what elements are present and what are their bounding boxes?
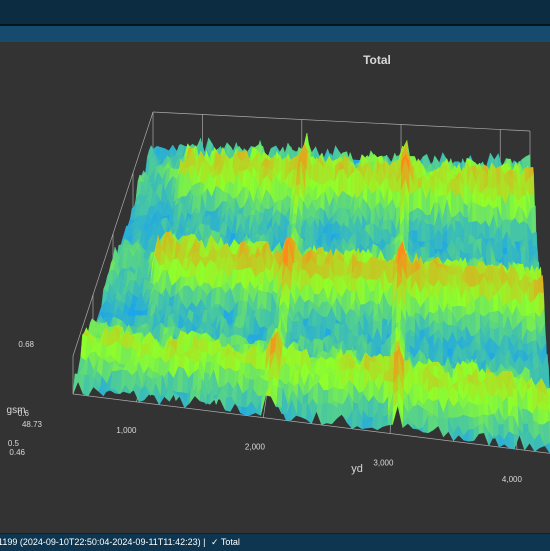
surface-cell: [413, 230, 417, 241]
surface-cell: [317, 404, 323, 425]
surface-cell: [322, 403, 328, 425]
surface-cell: [351, 170, 356, 199]
x-tick-label: 4,000: [502, 475, 523, 484]
surface-cell: [523, 409, 528, 424]
surface-cell: [469, 417, 474, 430]
z-tick-label: 0.46: [9, 448, 25, 457]
surface-cell: [493, 293, 498, 312]
surface-cell: [346, 194, 351, 210]
surface-cell: [538, 409, 544, 425]
z-tick-labels: 0.460.5 0.6 0.68: [8, 340, 35, 457]
surface-cell: [327, 403, 333, 424]
surface-cell: [531, 206, 536, 234]
z-tick-label: 0.5: [8, 439, 20, 448]
surface-cell: [472, 202, 476, 222]
surface-cell: [494, 434, 499, 447]
surface-cell: [443, 419, 448, 437]
surface-cell: [314, 273, 319, 295]
surface-cell: [426, 224, 430, 242]
z-tick-label: 0.68: [18, 340, 34, 349]
surface-cell: [389, 368, 394, 383]
toolbar-strip: [0, 26, 550, 42]
surface-cell: [426, 242, 430, 249]
surface-cell: [333, 387, 339, 403]
surface-cell: [370, 257, 375, 280]
surface-cell: [389, 260, 394, 284]
surface-cell: [470, 265, 475, 287]
x-tick-label: 2,000: [245, 442, 266, 451]
surface-cell: [471, 311, 476, 337]
surface-cell: [443, 186, 447, 196]
status-layer-label: Total: [221, 537, 240, 547]
status-bar: 1199 (2024-09-10T22:50:04-2024-09-11T11:…: [0, 533, 550, 551]
surface-cell: [456, 221, 460, 238]
x-tick-label: 1,000: [116, 426, 137, 435]
surface-mesh: [73, 133, 550, 453]
surface-cell: [360, 276, 365, 305]
surface-cell: [338, 389, 344, 405]
surface-cell: [510, 193, 515, 220]
surface-cell: [322, 302, 327, 318]
window-title-bar: [0, 0, 550, 26]
surface-cell: [352, 409, 358, 429]
surface-cell: [480, 295, 485, 317]
status-range: 1199 (2024-09-10T22:50:04-2024-09-11T11:…: [0, 537, 205, 547]
surface-cell: [429, 262, 434, 287]
axis-line: [153, 112, 530, 131]
surface-cell: [428, 416, 433, 433]
chart-title: Total: [363, 53, 391, 67]
surface-cell: [488, 265, 493, 282]
surface-cell: [473, 404, 478, 418]
surface-cell: [413, 189, 417, 211]
y-tick-label: 48.73: [22, 420, 43, 429]
surface-cell: [409, 192, 413, 213]
surface-cell: [324, 372, 330, 390]
surface-cell: [519, 435, 525, 451]
y-tick-labels: 48.73: [22, 420, 43, 429]
surface-cell: [418, 405, 423, 429]
surface-cell: [483, 403, 488, 416]
surface-cell: [418, 188, 422, 211]
surface-cell: [508, 389, 513, 397]
surface-cell: [494, 311, 499, 324]
surface-cell: [464, 186, 468, 206]
check-icon: ✓: [211, 537, 219, 547]
surface-cell: [533, 246, 538, 253]
surface-cell: [468, 402, 473, 418]
surface-cell: [383, 221, 388, 231]
surface-cell: [544, 421, 550, 446]
surface-cell: [448, 349, 453, 356]
x-tick-label: 3,000: [373, 459, 394, 468]
x-axis-label: yd: [351, 463, 363, 475]
surface-cell: [469, 429, 474, 441]
surface-cell: [439, 264, 444, 268]
surface-cell: [429, 295, 434, 314]
surface-cell: [519, 221, 524, 241]
z-tick-label: 0.6: [18, 409, 30, 418]
surface-cell: [527, 385, 532, 414]
surface-cell: [433, 386, 438, 401]
surface-cell: [465, 245, 469, 255]
